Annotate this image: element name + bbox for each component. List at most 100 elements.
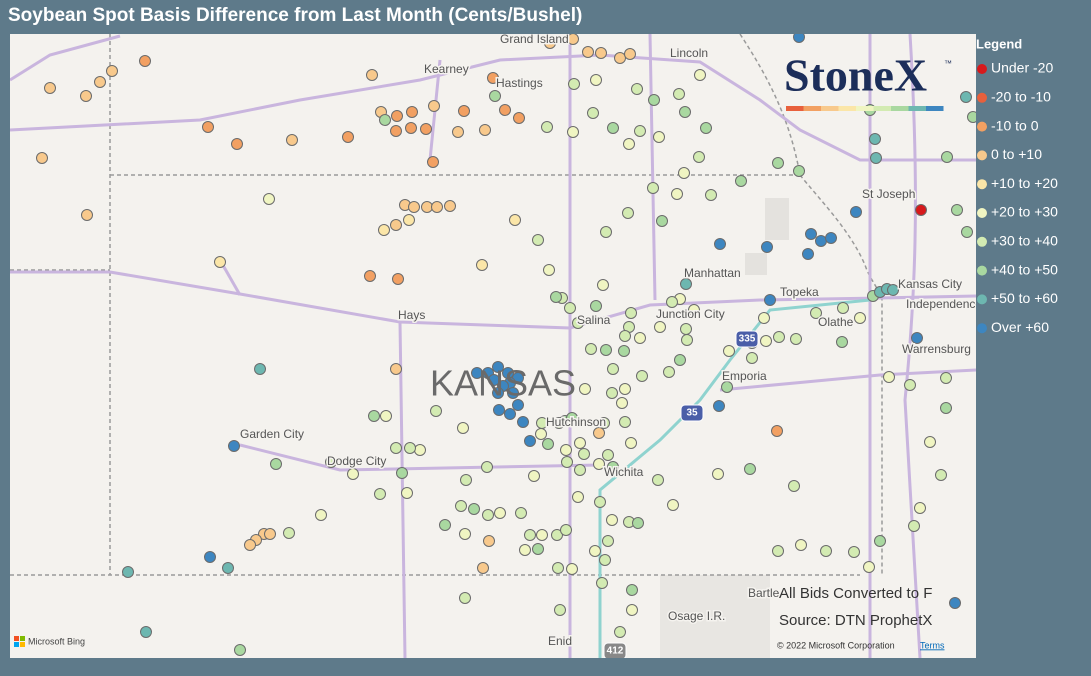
- bid-point[interactable]: [850, 206, 862, 218]
- bid-point[interactable]: [904, 379, 916, 391]
- bid-point[interactable]: [554, 604, 566, 616]
- bid-point[interactable]: [590, 300, 602, 312]
- bid-point[interactable]: [404, 442, 416, 454]
- bid-point[interactable]: [374, 488, 386, 500]
- bid-point[interactable]: [625, 307, 637, 319]
- bid-point[interactable]: [598, 417, 610, 429]
- bid-point[interactable]: [94, 76, 106, 88]
- bid-point[interactable]: [512, 399, 524, 411]
- bid-point[interactable]: [532, 543, 544, 555]
- bid-point[interactable]: [746, 352, 758, 364]
- bid-point[interactable]: [631, 83, 643, 95]
- bid-point[interactable]: [744, 463, 756, 475]
- bid-point[interactable]: [391, 110, 403, 122]
- bid-point[interactable]: [618, 345, 630, 357]
- bid-point[interactable]: [492, 361, 504, 373]
- bid-point[interactable]: [567, 34, 579, 45]
- bid-point[interactable]: [536, 417, 548, 429]
- bid-point[interactable]: [542, 438, 554, 450]
- bid-point[interactable]: [36, 152, 48, 164]
- bid-point[interactable]: [678, 167, 690, 179]
- bid-point[interactable]: [887, 284, 899, 296]
- bid-point[interactable]: [606, 387, 618, 399]
- bid-point[interactable]: [122, 566, 134, 578]
- bid-point[interactable]: [430, 405, 442, 417]
- bid-point[interactable]: [286, 134, 298, 146]
- bid-point[interactable]: [908, 520, 920, 532]
- bid-point[interactable]: [482, 509, 494, 521]
- bid-point[interactable]: [543, 264, 555, 276]
- bid-point[interactable]: [820, 545, 832, 557]
- bid-point[interactable]: [761, 241, 773, 253]
- bid-point[interactable]: [524, 529, 536, 541]
- bid-point[interactable]: [764, 294, 776, 306]
- bid-point[interactable]: [379, 114, 391, 126]
- bid-point[interactable]: [587, 107, 599, 119]
- bid-point[interactable]: [551, 529, 563, 541]
- bid-point[interactable]: [140, 626, 152, 638]
- bid-point[interactable]: [459, 528, 471, 540]
- bid-point[interactable]: [663, 366, 675, 378]
- bid-point[interactable]: [532, 234, 544, 246]
- bid-point[interactable]: [815, 235, 827, 247]
- bid-point[interactable]: [428, 100, 440, 112]
- bid-point[interactable]: [420, 123, 432, 135]
- bid-point[interactable]: [517, 416, 529, 428]
- bid-point[interactable]: [735, 175, 747, 187]
- bid-point[interactable]: [535, 428, 547, 440]
- bid-point[interactable]: [773, 331, 785, 343]
- bid-point[interactable]: [607, 461, 619, 473]
- bid-point[interactable]: [758, 312, 770, 324]
- bid-point[interactable]: [666, 296, 678, 308]
- bid-point[interactable]: [139, 55, 151, 67]
- bid-point[interactable]: [836, 336, 848, 348]
- bid-point[interactable]: [805, 228, 817, 240]
- bid-point[interactable]: [487, 72, 499, 84]
- bid-point[interactable]: [568, 78, 580, 90]
- bid-point[interactable]: [653, 131, 665, 143]
- bid-point[interactable]: [390, 363, 402, 375]
- bid-point[interactable]: [457, 422, 469, 434]
- bid-point[interactable]: [479, 124, 491, 136]
- bid-point[interactable]: [380, 410, 392, 422]
- bid-point[interactable]: [468, 503, 480, 515]
- bid-point[interactable]: [951, 204, 963, 216]
- bid-point[interactable]: [940, 372, 952, 384]
- bid-point[interactable]: [263, 193, 275, 205]
- bid-point[interactable]: [396, 467, 408, 479]
- bid-point[interactable]: [600, 344, 612, 356]
- bid-point[interactable]: [614, 52, 626, 64]
- bid-point[interactable]: [494, 507, 506, 519]
- bid-point[interactable]: [80, 90, 92, 102]
- bid-point[interactable]: [572, 317, 584, 329]
- bid-point[interactable]: [315, 509, 327, 521]
- bid-point[interactable]: [771, 425, 783, 437]
- bid-point[interactable]: [234, 644, 246, 656]
- bid-point[interactable]: [914, 502, 926, 514]
- bid-point[interactable]: [560, 524, 572, 536]
- bid-point[interactable]: [624, 48, 636, 60]
- bid-point[interactable]: [793, 32, 805, 43]
- bid-point[interactable]: [607, 363, 619, 375]
- bid-point[interactable]: [596, 577, 608, 589]
- bid-point[interactable]: [960, 91, 972, 103]
- bid-point[interactable]: [460, 474, 472, 486]
- bid-point[interactable]: [499, 104, 511, 116]
- bid-point[interactable]: [406, 106, 418, 118]
- bid-point[interactable]: [342, 131, 354, 143]
- bid-point[interactable]: [459, 592, 471, 604]
- bid-point[interactable]: [693, 151, 705, 163]
- bid-point[interactable]: [680, 323, 692, 335]
- bid-point[interactable]: [264, 528, 276, 540]
- bid-point[interactable]: [390, 219, 402, 231]
- bid-point[interactable]: [590, 74, 602, 86]
- bid-point[interactable]: [401, 487, 413, 499]
- bid-point[interactable]: [566, 563, 578, 575]
- bid-point[interactable]: [403, 214, 415, 226]
- bid-point[interactable]: [214, 256, 226, 268]
- bid-point[interactable]: [202, 121, 214, 133]
- bid-point[interactable]: [941, 151, 953, 163]
- bid-point[interactable]: [848, 546, 860, 558]
- bid-point[interactable]: [578, 448, 590, 460]
- bid-point[interactable]: [793, 165, 805, 177]
